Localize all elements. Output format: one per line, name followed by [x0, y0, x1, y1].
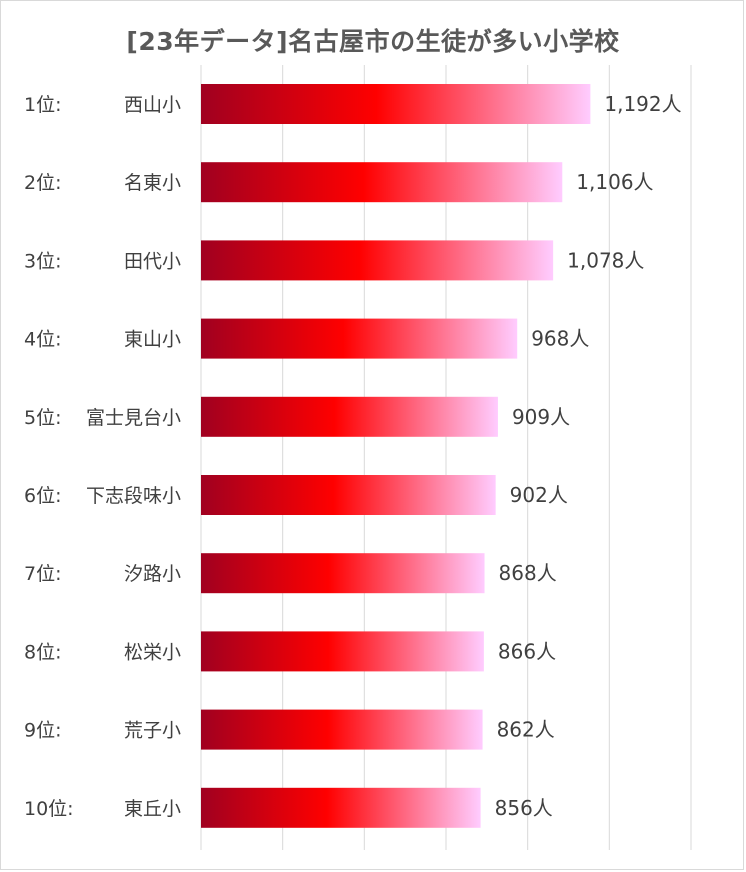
bar — [201, 84, 591, 124]
rank-label: 5位: — [24, 407, 62, 429]
rank-label: 7位: — [24, 563, 62, 585]
school-label: 荒子小 — [124, 720, 181, 742]
bar — [201, 709, 483, 750]
value-label: 856人 — [495, 796, 553, 820]
bar — [201, 553, 485, 594]
school-label: 名東小 — [124, 172, 181, 194]
school-label: 東丘小 — [124, 798, 181, 820]
school-label: 汐路小 — [124, 563, 181, 585]
bar — [201, 162, 563, 203]
school-label: 下志段味小 — [86, 485, 181, 507]
value-label: 1,078人 — [567, 248, 644, 272]
school-label: 田代小 — [124, 250, 181, 272]
labels: 1位: 西山小 1,192人 2位: 名東小 1,106人 3位: 田代小 1,078人 4位: 東… — [24, 92, 682, 820]
value-label: 862人 — [497, 718, 555, 742]
bar — [201, 475, 496, 515]
value-label: 902人 — [510, 483, 568, 507]
value-label: 1,106人 — [576, 170, 653, 194]
bar — [201, 396, 498, 437]
value-label: 1,192人 — [604, 92, 681, 116]
rank-label: 8位: — [24, 641, 62, 663]
value-label: 909人 — [512, 405, 570, 429]
value-label: 968人 — [531, 327, 589, 351]
bars — [201, 84, 591, 828]
school-label: 西山小 — [124, 94, 181, 116]
rank-label: 10位: — [24, 798, 74, 820]
rank-label: 1位: — [24, 94, 62, 116]
bar — [201, 318, 518, 359]
rank-label: 9位: — [24, 720, 62, 742]
school-label: 富士見台小 — [86, 407, 181, 429]
school-label: 東山小 — [124, 329, 181, 351]
chart-title: [23年データ]名古屋市の生徒が多い小学校 — [126, 27, 620, 56]
rank-label: 4位: — [24, 329, 62, 351]
value-label: 866人 — [498, 639, 556, 663]
value-label: 868人 — [499, 561, 557, 585]
rank-label: 2位: — [24, 172, 62, 194]
school-label: 松栄小 — [124, 641, 181, 663]
bar — [201, 631, 484, 672]
bar — [201, 240, 554, 281]
rank-label: 6位: — [24, 485, 62, 507]
bar — [201, 787, 481, 828]
rank-label: 3位: — [24, 250, 62, 272]
